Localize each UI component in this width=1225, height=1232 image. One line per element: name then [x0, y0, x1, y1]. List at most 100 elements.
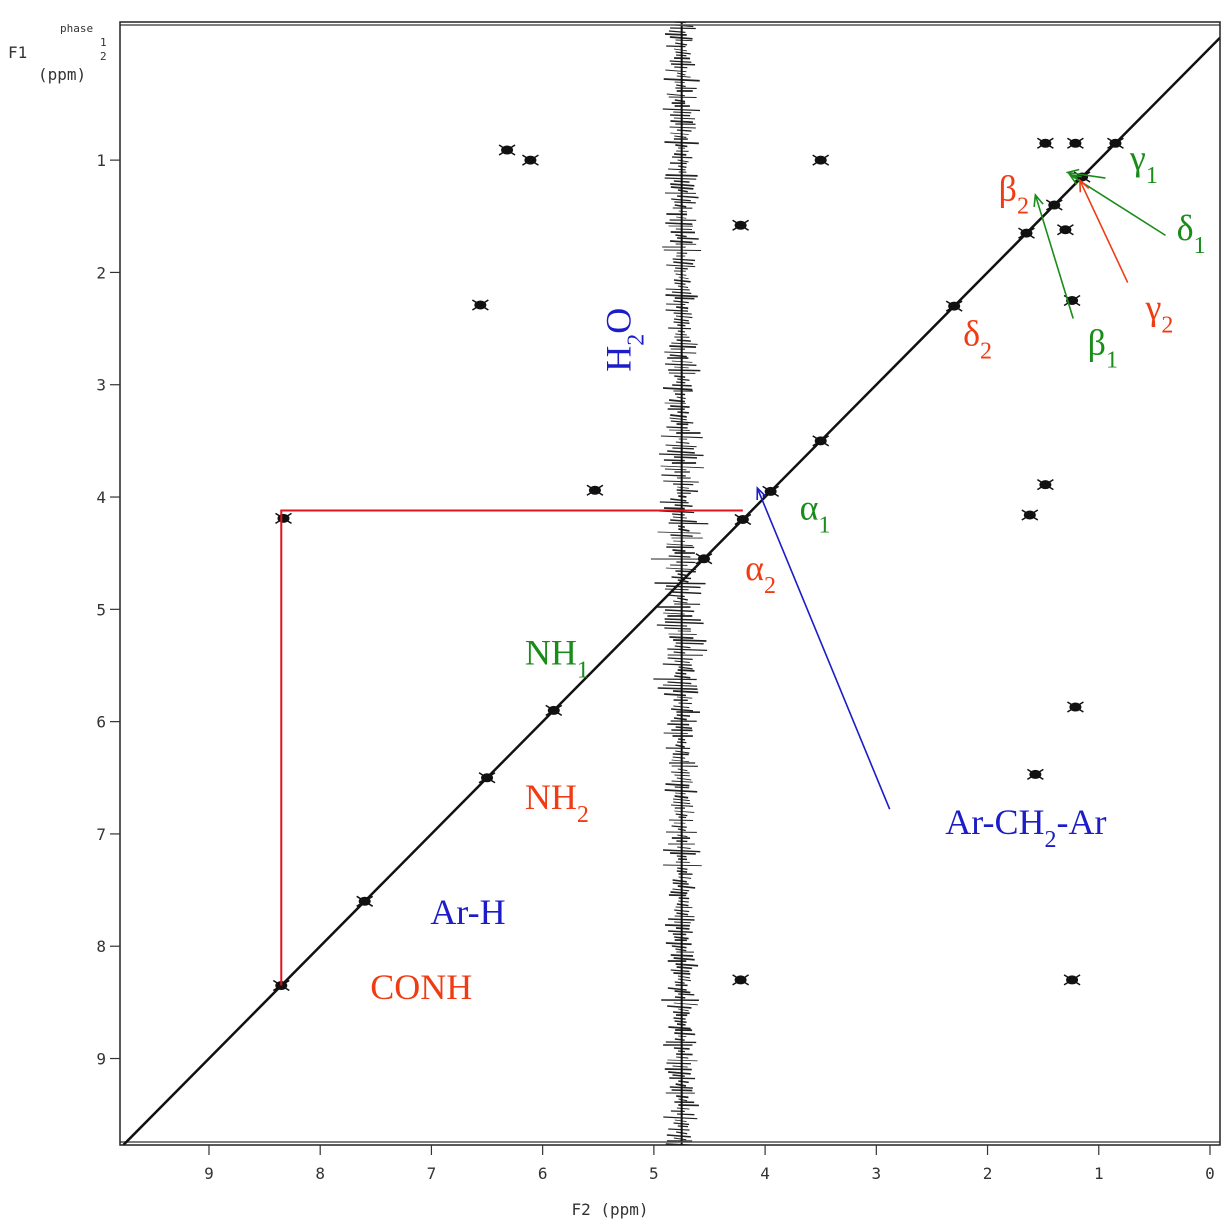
solvent-noise [675, 642, 704, 645]
annotation-part: CONH [370, 967, 472, 1007]
solvent-noise [672, 447, 694, 450]
arrow-head [1065, 168, 1080, 180]
annotation-part: 2 [764, 573, 776, 599]
solvent-noise [676, 1107, 690, 1110]
arrow [1033, 192, 1074, 319]
solvent-noise [673, 261, 694, 265]
annotation-part: γ [1144, 288, 1161, 328]
solvent-noise [677, 159, 689, 163]
phase-label: phase [60, 22, 93, 35]
peak-cross [1036, 479, 1054, 491]
solvent-noise [674, 996, 686, 999]
peak [732, 974, 750, 986]
peak [478, 772, 496, 784]
solvent-noise [664, 618, 701, 621]
y-tick-label: 4 [96, 488, 106, 507]
solvent-noise [676, 129, 692, 132]
y-tick-label: 8 [96, 937, 106, 956]
solvent-noise [673, 483, 694, 486]
solvent-noise [669, 60, 692, 63]
annotation: α2 [745, 548, 776, 599]
solvent-noise [664, 33, 687, 36]
peak-cross [1063, 974, 1081, 986]
solvent-noise [675, 963, 699, 967]
solvent-noise [662, 684, 698, 687]
annotation-part: H [599, 346, 639, 372]
solvent-noise [674, 282, 686, 285]
peak [586, 484, 604, 496]
solvent-noise [668, 369, 701, 372]
solvent-noise [672, 549, 686, 552]
solvent-noise [664, 609, 695, 613]
solvent-noise [668, 1128, 690, 1131]
solvent-noise [674, 915, 695, 918]
solvent-noise [663, 1116, 698, 1120]
arrow-shaft [1067, 171, 1106, 179]
solvent-noise [667, 723, 690, 726]
solvent-noise [677, 846, 691, 849]
annotation-part: δ [1177, 208, 1194, 248]
phase-label: 2 [100, 50, 107, 63]
solvent-noise [677, 885, 696, 889]
solvent-noise [670, 969, 690, 973]
peak [1026, 768, 1044, 781]
solvent-noise [676, 696, 693, 699]
peak [275, 512, 292, 525]
solvent-noise [673, 957, 695, 961]
solvent-noise [678, 993, 695, 996]
phase-label: 1 [100, 36, 107, 49]
solvent-noise [677, 195, 699, 199]
solvent-noise [676, 339, 691, 342]
solvent-noise [673, 651, 686, 654]
annotation: NH1 [525, 632, 589, 683]
solvent-noise [653, 678, 697, 681]
peak [1018, 227, 1035, 239]
annotation-part: NH [525, 777, 577, 817]
solvent-noise [677, 189, 688, 193]
solvent-noise [673, 1137, 687, 1141]
solvent-noise [672, 1065, 688, 1068]
solvent-noise [674, 204, 687, 208]
solvent-noise [676, 966, 693, 970]
solvent-noise [668, 555, 691, 558]
peak-cross [586, 484, 604, 496]
solvent-noise [666, 543, 693, 547]
solvent-noise [667, 1005, 692, 1009]
annotation-part: 2 [1161, 313, 1173, 339]
solvent-noise [668, 930, 693, 934]
solvent-noise [677, 975, 691, 979]
arrow-shaft [1079, 180, 1129, 283]
peak-cross [522, 154, 539, 166]
solvent-noise [666, 585, 701, 589]
x-tick-label: 3 [871, 1164, 881, 1183]
solvent-noise [662, 663, 692, 666]
x-tick-label: 9 [204, 1164, 214, 1183]
solvent-noise [665, 309, 689, 312]
solvent-noise [674, 1038, 685, 1041]
solvent-noise [673, 1002, 698, 1006]
solvent-noise [669, 852, 696, 855]
peak [471, 299, 489, 311]
x-axis-title: F2 (ppm) [571, 1200, 648, 1219]
solvent-noise [667, 648, 708, 651]
peak-cross [1063, 294, 1081, 307]
y-axis-title: (ppm) [38, 65, 86, 84]
arrow-shaft [756, 487, 891, 810]
solvent-noise [670, 405, 690, 408]
peak-cross [275, 512, 292, 525]
peak-cross [1073, 171, 1091, 183]
arrow [1078, 178, 1129, 283]
solvent-noise [672, 756, 686, 759]
solvent-noise [674, 99, 686, 103]
solvent-noise [671, 825, 687, 828]
solvent-noise [675, 315, 693, 319]
solvent-noise [677, 378, 690, 381]
solvent-noise [678, 900, 689, 903]
annotation: Ar-H [430, 892, 505, 932]
annotation-part: 1 [1106, 347, 1118, 373]
solvent-noise [677, 978, 692, 982]
peak [732, 219, 750, 231]
solvent-noise [677, 411, 689, 414]
